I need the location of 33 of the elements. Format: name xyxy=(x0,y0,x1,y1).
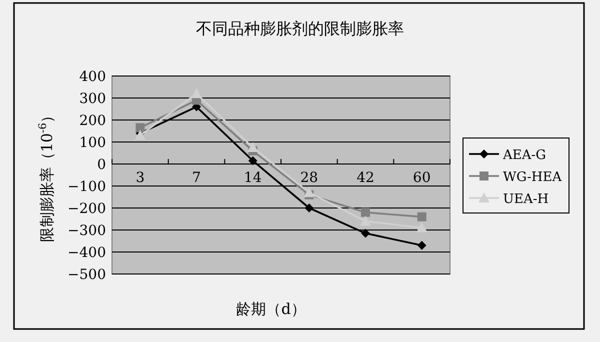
point xyxy=(416,222,428,232)
point xyxy=(361,208,370,217)
y-tick-label: 200 xyxy=(79,113,106,129)
legend-label: AEA-G xyxy=(502,148,546,163)
x-tick-label: 3 xyxy=(136,170,145,186)
point xyxy=(247,142,258,152)
point xyxy=(417,240,426,250)
legend-label: WG-HEA xyxy=(503,170,562,185)
y-tick-label: −500 xyxy=(68,267,106,283)
point xyxy=(417,212,426,222)
x-tick-label: 60 xyxy=(412,170,431,186)
y-tick-label: 100 xyxy=(79,135,106,151)
point xyxy=(136,123,145,132)
chart-title: 不同品种膨胀剂的限制膨胀率 xyxy=(196,19,404,38)
y-tick-label: −300 xyxy=(68,223,106,239)
y-tick-label: 0 xyxy=(97,157,106,173)
point xyxy=(360,216,371,226)
point xyxy=(361,228,370,238)
x-tick-label: 42 xyxy=(356,170,374,186)
y-tick-label: −400 xyxy=(68,245,106,261)
legend-label: UEA-H xyxy=(503,192,549,207)
x-tick-label: 7 xyxy=(192,170,201,186)
x-tick-label: 28 xyxy=(300,170,318,186)
x-axis-title: 龄期（d） xyxy=(236,300,306,318)
y-tick-label: 300 xyxy=(79,91,106,107)
point xyxy=(248,156,258,166)
point xyxy=(191,88,202,98)
y-tick-label: −100 xyxy=(68,179,106,195)
y-tick-label: −200 xyxy=(68,201,106,217)
x-tick-label: 14 xyxy=(244,170,262,186)
y-tick-label: 400 xyxy=(79,69,106,85)
point xyxy=(304,187,315,198)
point xyxy=(304,204,314,212)
